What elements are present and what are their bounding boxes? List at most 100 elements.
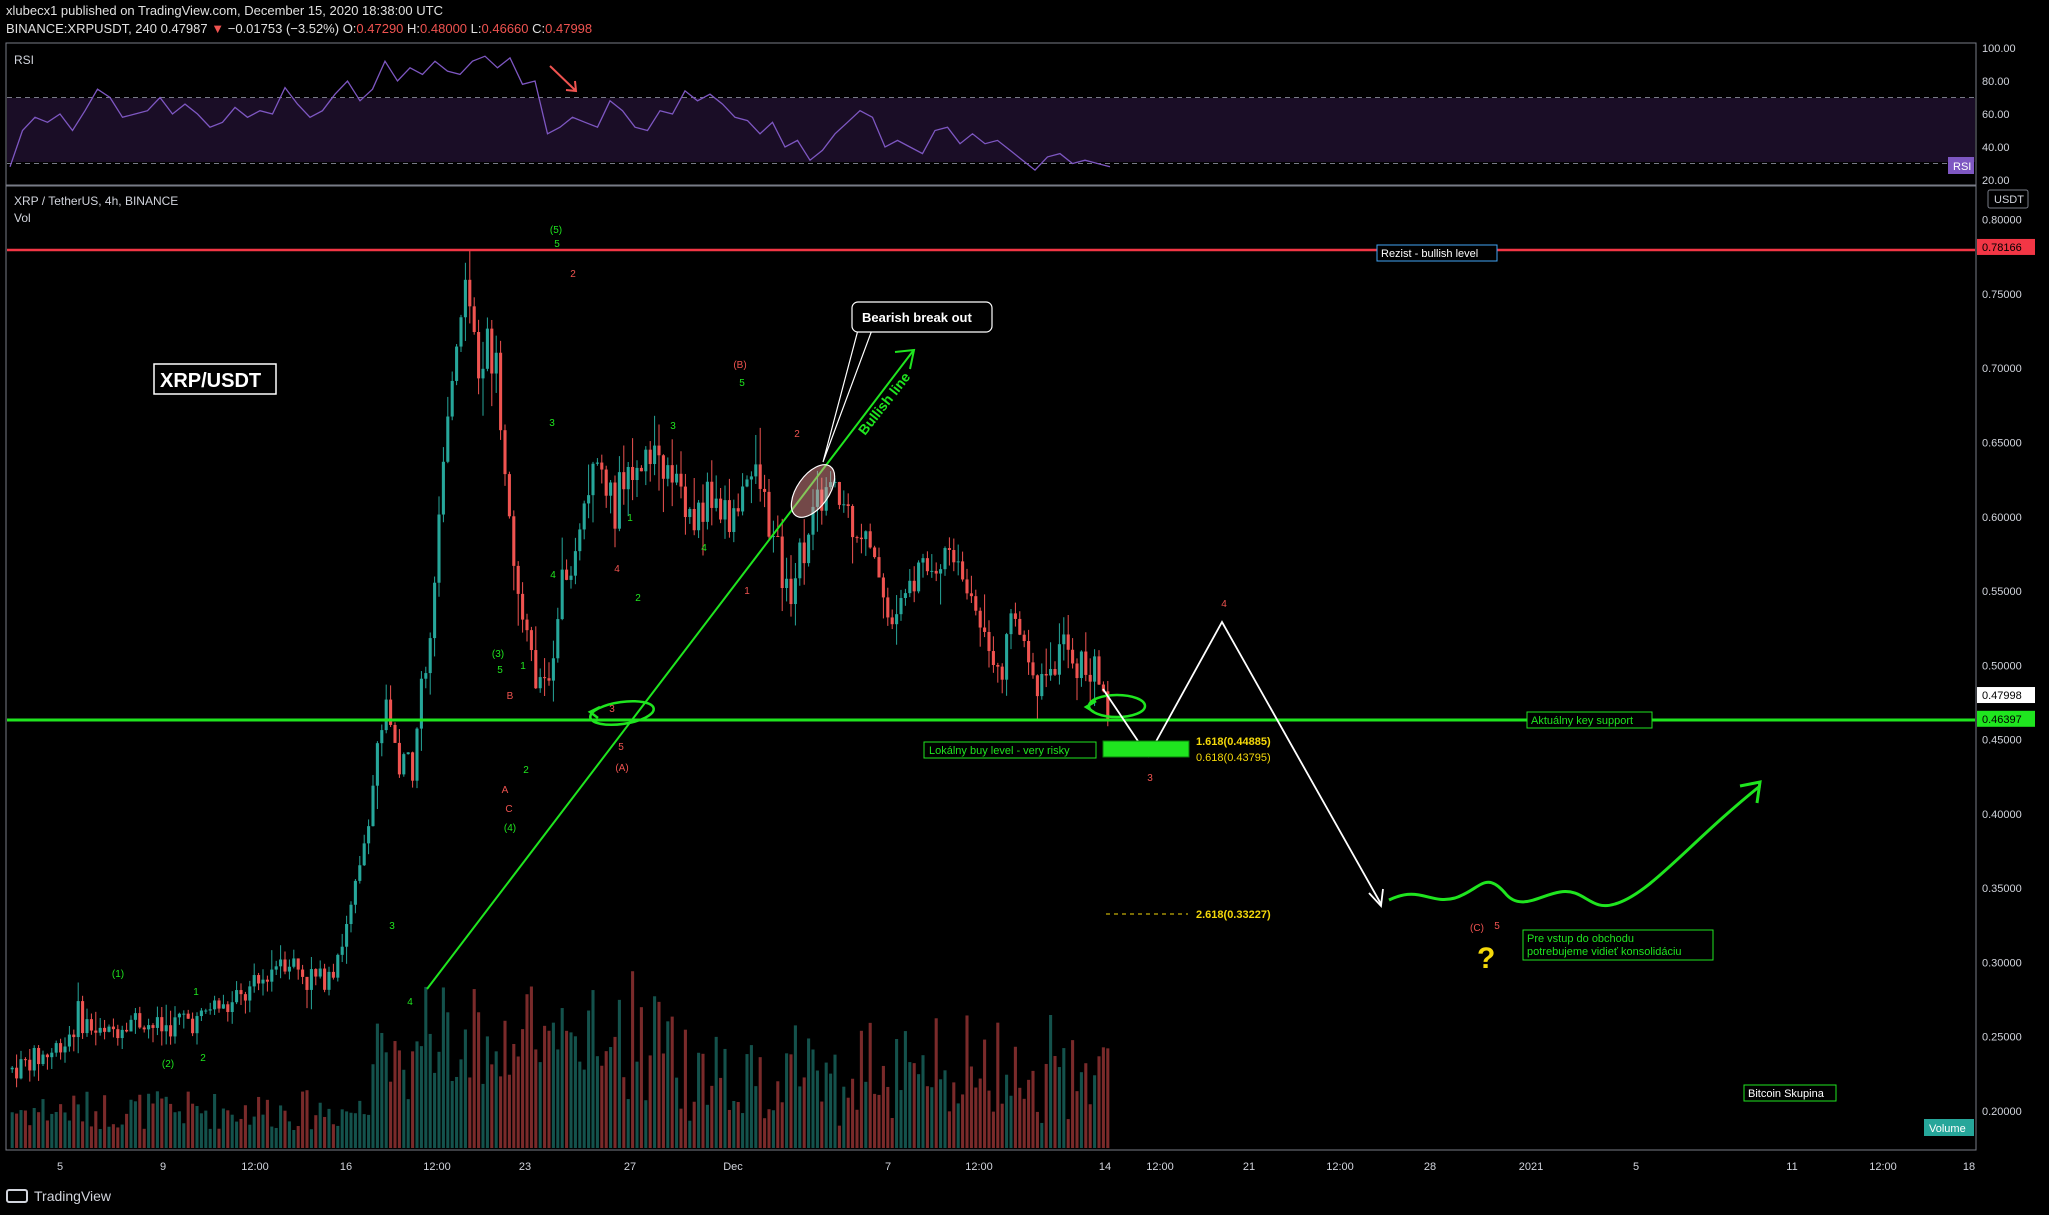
volume-bar — [59, 1104, 63, 1148]
candle-body — [375, 743, 379, 786]
candle-body — [1005, 634, 1009, 680]
wave-label: 1 — [744, 586, 750, 597]
volume-bar — [323, 1116, 327, 1148]
candle-body — [85, 1019, 89, 1034]
volume-bar — [45, 1120, 49, 1148]
bullish-line-label: Bullish line — [855, 369, 914, 438]
candle-body — [578, 529, 582, 552]
candle-body — [837, 481, 841, 505]
candle-body — [516, 565, 520, 594]
volume-bar — [494, 1051, 498, 1148]
candle-body — [111, 1026, 115, 1030]
candle-body — [155, 1017, 159, 1028]
candle-body — [173, 1017, 177, 1037]
candle-body — [903, 593, 907, 599]
volume-bar — [270, 1126, 274, 1148]
tradingview-brand: TradingView — [34, 1188, 112, 1204]
volume-tag-box[interactable] — [1924, 1119, 1974, 1136]
volume-bar — [72, 1095, 76, 1148]
candle-body — [741, 486, 745, 512]
candle-body — [507, 474, 511, 517]
candle-body — [323, 968, 327, 990]
volume-bar — [415, 1041, 419, 1148]
projection-path — [1102, 620, 1382, 905]
volume-bar — [1088, 1104, 1092, 1148]
candle-body — [560, 569, 564, 620]
volume-bar — [1066, 1119, 1070, 1148]
volume-bar — [912, 1063, 916, 1148]
candle-body — [340, 946, 344, 955]
candle-body — [411, 752, 415, 781]
volume-bar — [446, 1012, 450, 1148]
price-tag-box — [1977, 710, 2035, 727]
volume-bar — [455, 1076, 459, 1148]
volume-bar — [239, 1118, 243, 1148]
candle-body — [925, 558, 929, 572]
candle-body — [547, 678, 551, 681]
price-tick-label: 0.80000 — [1982, 215, 2022, 227]
pair-label: XRP/USDT — [160, 370, 261, 392]
tradingview-logo-icon — [6, 1189, 28, 1203]
volume-bar — [705, 1104, 709, 1148]
volume-bar — [657, 1001, 661, 1148]
wave-label: (4) — [504, 823, 516, 834]
volume-bar — [697, 1052, 701, 1148]
candle-body — [758, 464, 762, 489]
candle-body — [551, 658, 555, 681]
candle-body — [41, 1054, 45, 1065]
wave-label: 5 — [554, 239, 560, 250]
volume-bar — [679, 1108, 683, 1148]
candle-body — [1013, 613, 1017, 619]
candle-body — [1022, 634, 1026, 642]
wave-label: B — [507, 691, 514, 702]
candle-body — [393, 724, 397, 743]
volume-bar — [235, 1121, 239, 1148]
volume-layer — [10, 971, 1110, 1148]
tradingview-logo[interactable]: TradingView — [6, 1188, 111, 1204]
candle-body — [182, 1013, 186, 1015]
volume-bar — [754, 1086, 758, 1148]
candle-body — [397, 742, 401, 775]
candle-body — [710, 481, 714, 508]
volume-bar — [477, 1012, 481, 1148]
candle-body — [1097, 656, 1101, 685]
candle-body — [569, 575, 573, 580]
support-ellipse-left — [589, 699, 655, 727]
candle-body — [76, 1001, 80, 1038]
volume-bar — [556, 1049, 560, 1148]
volume-bar — [81, 1121, 85, 1148]
volume-bar — [406, 1099, 410, 1148]
volume-bar — [732, 1100, 736, 1148]
candle-body — [648, 449, 652, 465]
wave-label: 4 — [701, 543, 707, 554]
volume-bar — [842, 1086, 846, 1148]
candle-body — [723, 500, 727, 520]
candle-body — [1057, 644, 1061, 675]
open-value: 0.47290 — [356, 21, 404, 36]
volume-bar — [855, 1109, 859, 1148]
candle-body — [1101, 684, 1105, 692]
volume-bar — [89, 1126, 93, 1148]
volume-bar — [50, 1113, 54, 1148]
bullish-trend-line — [426, 350, 914, 990]
candle-body — [538, 677, 542, 689]
volume-bar — [393, 1041, 397, 1148]
volume-bar — [19, 1110, 23, 1148]
volume-bar — [644, 1100, 648, 1148]
wave-label: 2 — [570, 269, 576, 280]
volume-bar — [1071, 1040, 1075, 1148]
volume-bar — [195, 1106, 199, 1148]
candle-body — [921, 558, 925, 563]
candle-body — [534, 650, 538, 689]
volume-bar — [890, 1117, 894, 1148]
candle-body — [67, 1034, 71, 1047]
volume-bar — [419, 1046, 423, 1148]
volume-bar — [864, 1081, 868, 1148]
candle-body — [771, 536, 775, 538]
volume-bar — [459, 1059, 463, 1148]
candle-body — [23, 1059, 27, 1061]
volume-bar — [609, 1047, 613, 1148]
volume-bar — [424, 986, 428, 1148]
time-tick-label: 12:00 — [1869, 1161, 1897, 1173]
